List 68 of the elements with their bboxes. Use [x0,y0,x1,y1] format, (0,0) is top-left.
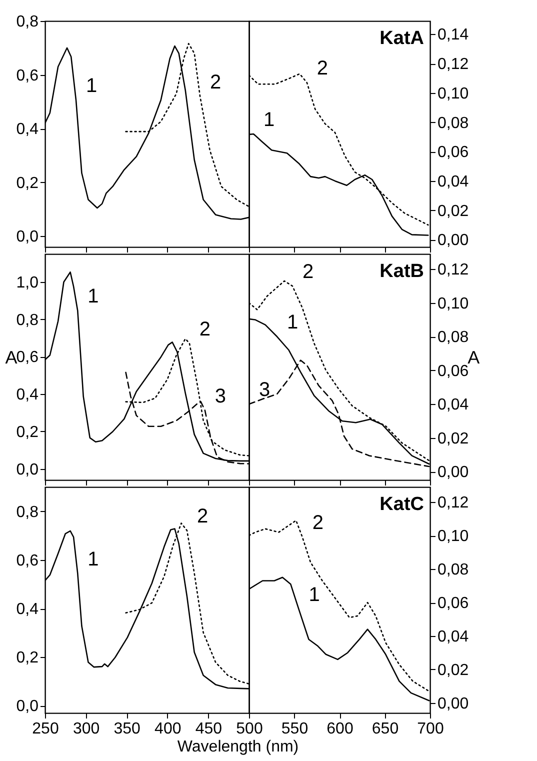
y-tick-label: 0,6 [16,552,39,570]
y-tick-label: 0,08 [438,329,469,346]
annotation: 2 [312,512,324,534]
y-tick-label: 0,14 [438,26,469,44]
y-tick-label: 0,12 [438,56,469,74]
x-tick-label: 350 [114,720,141,738]
y-tick-label: 0,2 [16,650,39,667]
chart-title: KatB [380,261,424,282]
y-tick-label: 0,10 [438,528,469,546]
annotation: 1 [287,312,298,334]
annotation: 2 [199,318,211,340]
x-tick-label: 450 [195,720,222,738]
y-tick-label: 0,00 [438,232,469,250]
y-tick-label: 0,8 [16,504,39,521]
x-tick-label: 550 [281,720,308,738]
y-tick-label: 0,8 [16,312,39,329]
y-tick-label: 0,00 [438,464,469,482]
y-tick-label: 1,0 [16,274,39,292]
annotation: 1 [88,286,99,308]
annotation: 1 [88,548,99,570]
y-tick-label: 0,02 [438,662,469,679]
annotation: 3 [214,385,226,408]
chart-title: KatA [380,28,424,49]
x-tick-label: 700 [417,720,444,738]
annotation: 2 [210,71,222,94]
y-tick-label: 0,06 [438,362,469,380]
annotation: 1 [308,584,320,606]
y-tick-label: 0,4 [16,386,39,404]
annotation: 1 [86,75,98,98]
y-tick-label: 0,0 [16,461,39,478]
y-tick-label: 0,00 [438,695,469,712]
x-tick-label: 300 [72,720,100,738]
y-tick-label: 0,6 [16,349,39,366]
x-tick-label: 600 [326,720,354,738]
y-tick-label: 0,0 [16,228,39,246]
annotation: 3 [259,379,270,402]
y-tick-label: 0,04 [438,628,469,646]
y-tick-label: 0,12 [438,494,469,512]
y-tick-label: 0,10 [438,295,469,312]
y-tick-label: 0,4 [16,601,39,618]
x-tick-label: 650 [372,720,399,738]
annotation: 2 [302,261,314,284]
x-tick-label: 500 [236,720,263,738]
y-tick-label: 0,6 [16,67,39,84]
y-tick-label: 0,0 [16,698,39,716]
annotation: 2 [316,58,328,80]
y-tick-label: 0,06 [438,595,469,612]
y-tick-label: 0,2 [16,174,39,192]
y-tick-label: 0,04 [438,396,469,414]
y-tick-label: 0,10 [438,85,469,102]
y-tick-label: 0,12 [438,262,469,279]
x-tick-label: 400 [154,720,182,738]
y-tick-label: 0,08 [438,114,469,132]
y-tick-label: 0,08 [438,562,469,579]
y-tick-label: 0,02 [438,430,469,448]
y-tick-label: 0,4 [16,121,39,138]
y-tick-label: 0,8 [16,14,39,30]
y-tick-label: 0,02 [438,202,469,220]
chart-title: KatC [380,494,424,515]
y-tick-label: 0,06 [438,144,469,162]
y-tick-label: 0,2 [16,424,39,441]
x-axis-title: Wavelength (nm) [177,738,299,756]
annotation: 1 [264,109,275,131]
annotation: 2 [196,506,208,528]
y-tick-label: 0,04 [438,173,469,190]
y-axis-title: A [5,348,18,368]
y-axis-title: A [468,348,480,368]
x-tick-label: 250 [32,720,59,738]
